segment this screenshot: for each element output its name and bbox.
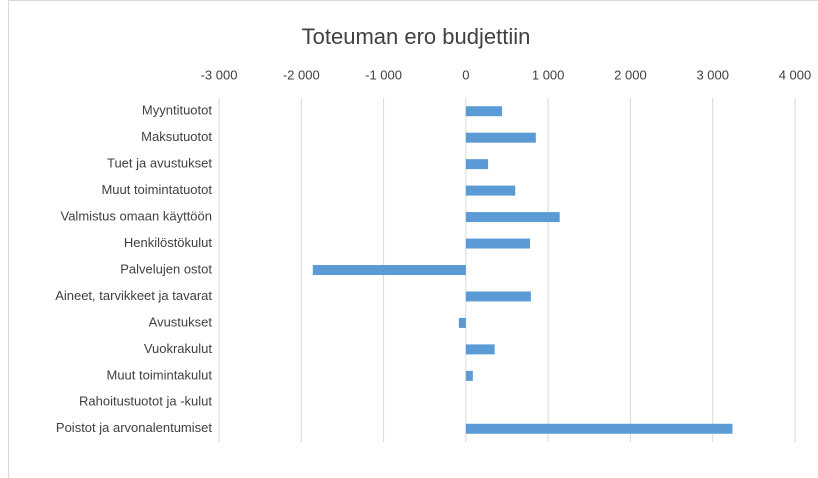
y-tick-label: Maksutuotot [141,129,212,144]
y-tick-label: Muut toimintakulut [107,367,213,382]
y-tick-label: Henkilöstökulut [124,235,213,250]
y-tick-label: Rahoitustuotot ja -kulut [79,394,212,409]
y-tick-label: Vuokrakulut [144,341,213,356]
chart-border [8,0,818,478]
x-tick-label: -3 000 [201,67,238,82]
y-tick-label: Myyntituotot [142,103,212,118]
bar [465,423,733,434]
bar [465,185,516,196]
bar [465,132,536,143]
y-tick-label: Valmistus omaan käyttöön [61,209,213,224]
y-tick-label: Aineet, tarvikkeet ja tavarat [55,288,212,303]
x-tick-label: 4 000 [779,67,812,82]
bar [465,159,489,170]
chart-title: Toteuman ero budjettiin [302,24,531,49]
bar [465,370,473,381]
bar [465,291,531,302]
x-tick-label: -1 000 [365,67,402,82]
bar [465,238,531,249]
y-tick-label: Muut toimintatuotot [101,182,212,197]
y-tick-label: Poistot ja arvonalentumiset [56,420,212,435]
x-tick-label: 0 [462,67,469,82]
x-tick-label: 2 000 [614,67,647,82]
x-tick-label: -2 000 [283,67,320,82]
bar [465,106,503,117]
y-tick-label: Tuet ja avustukset [107,156,212,171]
bar [312,265,466,275]
bar [458,317,466,328]
y-tick-label: Palvelujen ostot [120,261,212,276]
bar [465,212,560,223]
bar [465,344,495,355]
x-tick-label: 1 000 [532,67,565,82]
x-tick-label: 3 000 [696,67,729,82]
y-tick-label: Avustukset [149,314,213,329]
